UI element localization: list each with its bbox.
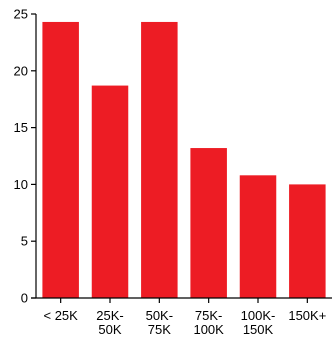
bar [239,175,277,298]
x-axis: < 25K 25K-50K50K-75K75K-100K100K-150K150K… [31,297,332,337]
x-tick-label-line: 50K- [146,308,173,323]
bar [141,21,178,298]
y-tick-label: 10 [14,177,28,192]
x-tick-label-line: 75K [148,322,171,337]
y-tick-label: 25 [14,7,28,22]
x-tick-label-line: 150K+ [288,308,326,323]
bar [190,148,227,298]
y-tick-label: 15 [14,120,28,135]
y-axis: 0 5 10 15 20 25 [14,7,37,306]
x-tick-label: 100K-150K [241,308,276,337]
x-tick-label: 150K+ [288,308,326,323]
bar [42,21,79,298]
x-tick-label: 50K-75K [146,308,173,337]
bar [91,85,129,298]
x-tick-label-line: 100K- [241,308,276,323]
x-tick-label-line: < 25K [43,308,78,323]
x-tick-label-line: 150K [243,322,274,337]
x-tick-label-line: 25K- [96,308,123,323]
bars-group [42,21,326,298]
y-tick-label: 20 [14,63,28,78]
x-tick-label-line: 50K [98,322,121,337]
x-tick-label-line: 75K- [195,308,222,323]
x-tick-label: 75K-100K [193,308,224,337]
y-tick-label: 5 [21,234,28,249]
x-tick-label: 25K-50K [96,308,123,337]
y-tick-label: 0 [21,291,28,306]
x-tick-label: < 25K [43,308,78,323]
x-tick-label-line: 100K [193,322,224,337]
bar [289,184,326,298]
